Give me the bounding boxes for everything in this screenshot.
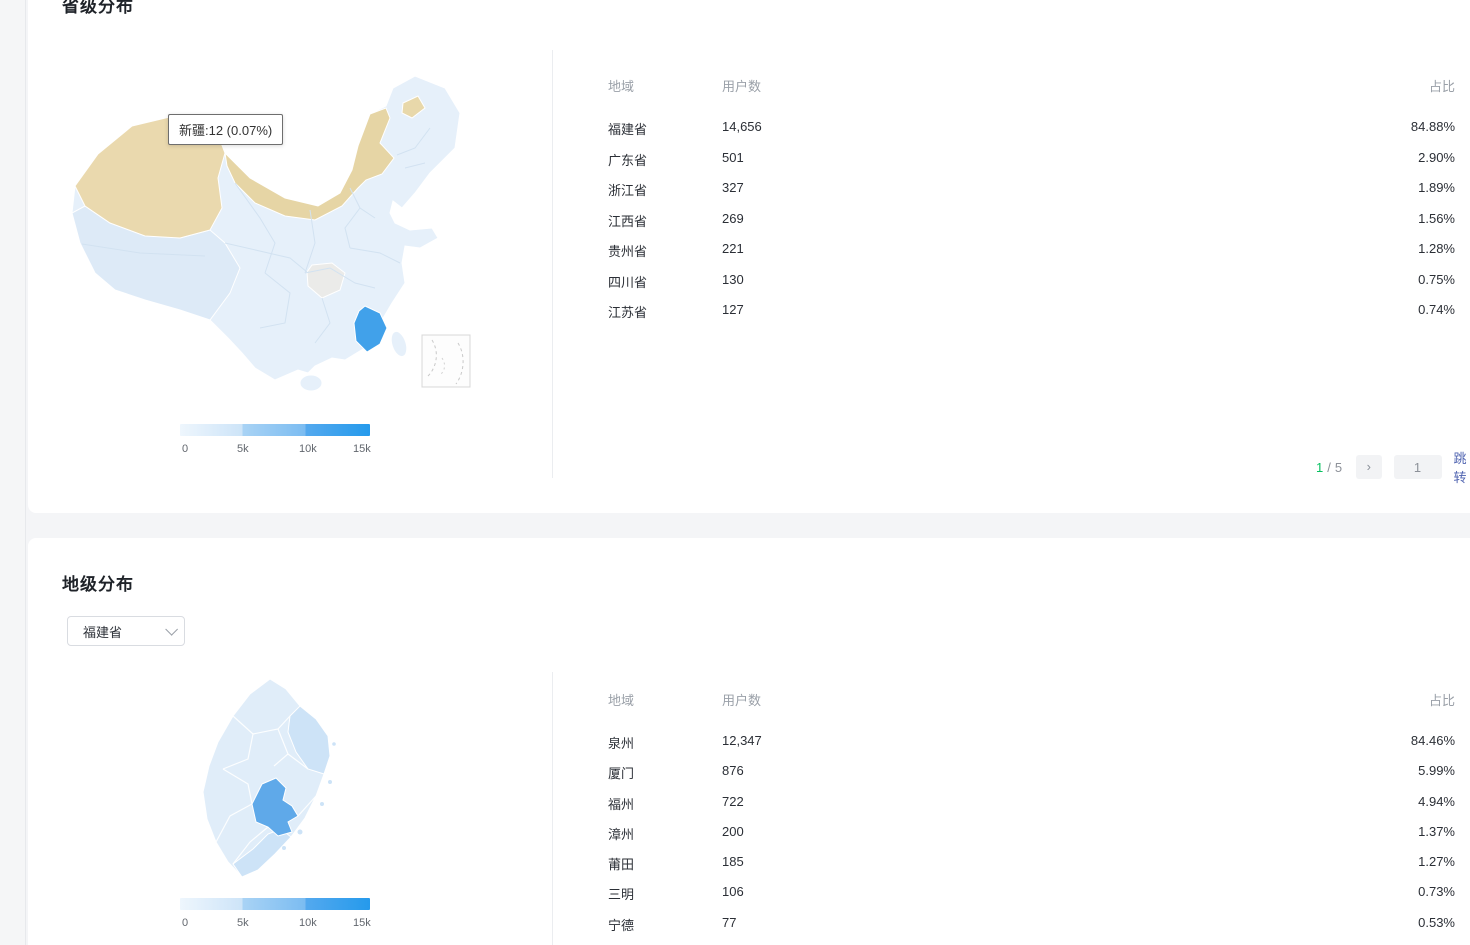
pagination: 1 / 5 › 跳转: [1316, 448, 1470, 486]
table-cell-users: 77: [722, 915, 737, 930]
table-cell-region: 福州: [608, 797, 635, 812]
col-header-region: 地域: [608, 693, 635, 708]
col-header-ratio: 占比: [1428, 693, 1455, 708]
table-cell-users: 327: [722, 180, 744, 195]
province-section-title: 省级分布: [62, 0, 134, 16]
legend-tick-5k: 5k: [237, 443, 249, 455]
pagination-jump-button[interactable]: 跳转: [1453, 451, 1467, 485]
table-cell-region: 广东省: [608, 153, 648, 168]
coastal-islands: [282, 742, 336, 850]
table-cell-ratio: 1.28%: [1418, 241, 1455, 256]
quanzhou-region[interactable]: [251, 777, 299, 837]
table-cell-ratio: 5.99%: [1418, 763, 1455, 778]
table-cell-region: 漳州: [608, 827, 635, 842]
table-cell-ratio: 1.56%: [1418, 211, 1455, 226]
table-cell-ratio: 0.75%: [1418, 272, 1455, 287]
city-borders: [215, 715, 317, 865]
province-map-legend: [180, 424, 370, 436]
city-section-title: 地级分布: [62, 575, 134, 594]
province-select[interactable]: 福建省: [67, 616, 185, 646]
pagination-next-button[interactable]: ›: [1356, 455, 1382, 479]
pagination-total-pages: 5: [1334, 459, 1343, 475]
section-divider: [552, 50, 553, 478]
table-cell-ratio: 1.27%: [1418, 854, 1455, 869]
table-cell-users: 185: [722, 854, 744, 869]
table-cell-users: 876: [722, 763, 744, 778]
province-distribution-card: 省级分布: [28, 0, 1470, 513]
table-cell-ratio: 84.46%: [1410, 733, 1455, 748]
table-cell-users: 269: [722, 211, 744, 226]
table-cell-ratio: 4.94%: [1418, 794, 1455, 809]
col-header-users: 用户数: [722, 79, 762, 94]
table-cell-region: 三明: [608, 887, 635, 902]
table-cell-users: 14,656: [722, 119, 762, 134]
table-cell-region: 福建省: [608, 122, 648, 137]
china-map[interactable]: [60, 58, 540, 413]
table-cell-region: 莆田: [608, 857, 635, 872]
ningde-fuzhou-coast[interactable]: [287, 705, 331, 775]
province-select-value: 福建省: [83, 624, 123, 640]
table-cell-users: 722: [722, 794, 744, 809]
legend-tick-10k: 10k: [299, 917, 317, 929]
legend-tick-0: 0: [182, 917, 189, 929]
legend-tick-0: 0: [182, 443, 189, 455]
legend-tick-15k: 15k: [353, 917, 371, 929]
table-cell-users: 221: [722, 241, 744, 256]
col-header-region: 地域: [608, 79, 635, 94]
map-tooltip: 新疆:12 (0.07%): [168, 114, 284, 145]
city-map-legend: [180, 898, 370, 910]
fujian-region[interactable]: [353, 305, 388, 353]
table-cell-ratio: 0.53%: [1418, 915, 1455, 930]
table-cell-region: 江苏省: [608, 305, 648, 320]
table-cell-users: 127: [722, 302, 744, 317]
legend-tick-10k: 10k: [299, 443, 317, 455]
table-cell-region: 宁德: [608, 918, 635, 933]
table-cell-users: 200: [722, 824, 744, 839]
section-divider: [552, 672, 553, 945]
table-cell-region: 江西省: [608, 214, 648, 229]
table-cell-ratio: 0.73%: [1418, 884, 1455, 899]
pagination-separator: /: [1327, 459, 1331, 475]
chevron-down-icon: [165, 622, 178, 636]
city-distribution-card: 地级分布 福建省: [28, 538, 1470, 945]
table-cell-users: 12,347: [722, 733, 762, 748]
col-header-users: 用户数: [722, 693, 762, 708]
table-cell-region: 泉州: [608, 736, 635, 751]
table-cell-ratio: 2.90%: [1418, 150, 1455, 165]
pagination-jump-input[interactable]: [1393, 455, 1442, 479]
pagination-current-page[interactable]: 1: [1316, 459, 1324, 475]
xinjiang-region[interactable]: [74, 114, 226, 239]
table-cell-users: 106: [722, 884, 744, 899]
table-cell-region: 厦门: [608, 766, 635, 781]
table-cell-ratio: 84.88%: [1410, 119, 1455, 134]
table-cell-ratio: 1.37%: [1418, 824, 1455, 839]
table-cell-ratio: 0.74%: [1418, 302, 1455, 317]
left-gutter: [0, 0, 26, 945]
table-cell-region: 浙江省: [608, 183, 648, 198]
fujian-map[interactable]: [178, 674, 373, 886]
south-china-sea-inset: [421, 334, 471, 388]
table-cell-users: 130: [722, 272, 744, 287]
table-cell-region: 四川省: [608, 275, 648, 290]
province-borders: [81, 127, 431, 344]
table-cell-users: 501: [722, 150, 744, 165]
legend-tick-15k: 15k: [353, 443, 371, 455]
table-cell-region: 贵州省: [608, 244, 648, 259]
jilin-region[interactable]: [401, 95, 426, 119]
taiwan-region[interactable]: [388, 329, 409, 358]
legend-tick-5k: 5k: [237, 917, 249, 929]
table-cell-ratio: 1.89%: [1418, 180, 1455, 195]
col-header-ratio: 占比: [1428, 79, 1455, 94]
hainan-region[interactable]: [299, 374, 323, 392]
